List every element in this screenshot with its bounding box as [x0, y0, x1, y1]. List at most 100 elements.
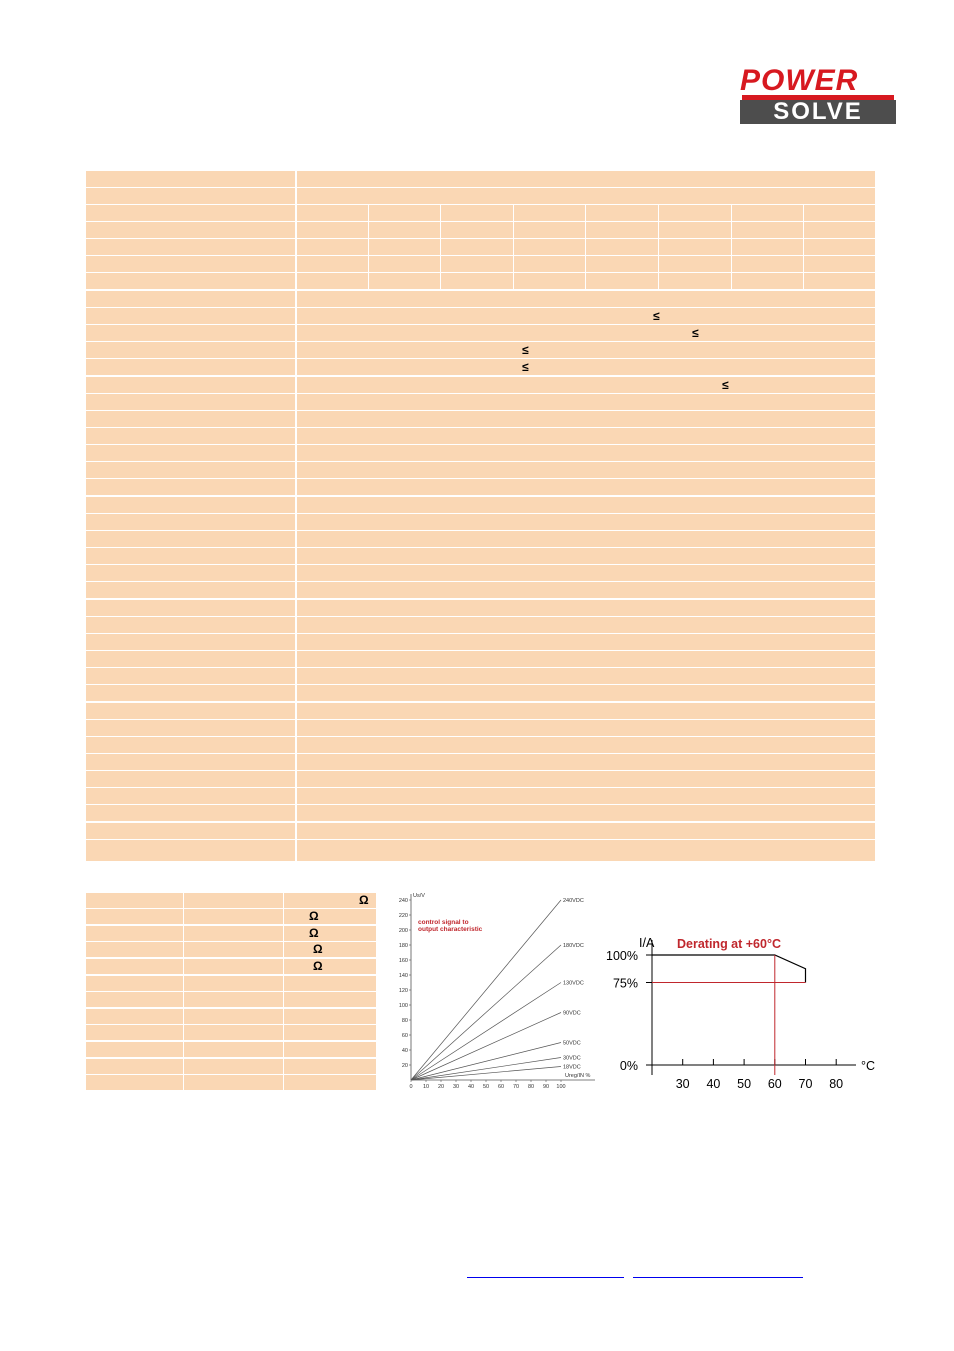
column-divider [295, 514, 297, 530]
spec-row [86, 548, 875, 564]
column-divider [731, 205, 732, 221]
spec-row [86, 205, 875, 221]
column-divider [283, 976, 284, 991]
x-tick-label: 50 [483, 1084, 489, 1090]
series-label: 18VDC [563, 1065, 581, 1071]
spec-label-cell [86, 771, 295, 787]
column-divider [295, 239, 297, 255]
spec-label-cell [86, 582, 295, 598]
spec-label-cell [86, 377, 295, 393]
ohm-symbol: Ω [309, 926, 319, 940]
x-tick-label: 70 [799, 1077, 813, 1091]
x-tick-label: 30 [676, 1077, 690, 1091]
footer-link-2[interactable] [633, 1277, 803, 1278]
column-divider [295, 445, 297, 461]
column-divider [295, 668, 297, 684]
column-divider [368, 205, 369, 221]
column-divider [295, 394, 297, 410]
column-divider [183, 926, 184, 941]
spec-row: ≤ [86, 325, 875, 341]
spec-row [86, 256, 875, 272]
column-divider [295, 205, 297, 221]
spec-label-cell [86, 479, 295, 495]
x-tick-label: 30 [453, 1084, 459, 1090]
x-tick-label: 40 [706, 1077, 720, 1091]
column-divider [283, 926, 284, 941]
spec-row [86, 634, 875, 650]
logo-power-text: POWER [740, 64, 859, 97]
chart-title: output characteristic [418, 926, 483, 933]
spec-label-cell [86, 634, 295, 650]
y-tick-label: 140 [399, 973, 408, 979]
logo-solve-text: SOLVE [740, 100, 896, 124]
spec-label-cell [86, 325, 295, 341]
resistance-row [86, 1059, 376, 1074]
spec-label-cell [86, 308, 295, 324]
resistance-row: Ω [86, 909, 376, 924]
y-tick-label: 160 [399, 958, 408, 964]
column-divider [295, 720, 297, 736]
x-tick-label: 40 [468, 1084, 474, 1090]
column-divider [731, 273, 732, 289]
ohm-symbol: Ω [359, 893, 369, 907]
column-divider [295, 600, 297, 616]
column-divider [440, 222, 441, 238]
column-divider [295, 291, 297, 307]
column-divider [295, 703, 297, 719]
column-divider [183, 909, 184, 924]
x-tick-label: 80 [829, 1077, 843, 1091]
column-divider [295, 188, 297, 204]
x-tick-label: 60 [768, 1077, 782, 1091]
powersolve-logo: POWER SOLVE [740, 66, 896, 124]
y-axis-label: Us/V [413, 893, 425, 899]
column-divider [183, 959, 184, 974]
column-divider [183, 976, 184, 991]
footer-link-1[interactable] [467, 1277, 624, 1278]
y-tick-label: 180 [399, 943, 408, 949]
column-divider [585, 222, 586, 238]
ohm-symbol: Ω [313, 959, 323, 973]
less-equal-symbol: ≤ [653, 309, 660, 323]
spec-label-cell [86, 703, 295, 719]
x-tick-label: 90 [543, 1084, 549, 1090]
series-line [410, 982, 562, 1081]
spec-label-cell [86, 548, 295, 564]
chart-title: control signal to [418, 919, 469, 926]
column-divider [295, 754, 297, 770]
column-divider [183, 1009, 184, 1024]
series-label: 180VDC [563, 943, 584, 949]
spec-row [86, 394, 875, 410]
column-divider [368, 222, 369, 238]
spec-label-cell [86, 342, 295, 358]
column-divider [283, 1075, 284, 1090]
series-line [410, 1042, 562, 1081]
x-tick-label: 80 [528, 1084, 534, 1090]
resistance-row [86, 976, 376, 991]
spec-row [86, 565, 875, 581]
resistance-row [86, 1075, 376, 1090]
series-line [410, 1057, 562, 1081]
spec-row [86, 823, 875, 839]
column-divider [283, 942, 284, 957]
column-divider [585, 256, 586, 272]
spec-label-cell [86, 497, 295, 513]
column-divider [183, 1075, 184, 1090]
column-divider [183, 992, 184, 1007]
spec-row [86, 171, 875, 187]
y-axis-label: I/A [639, 936, 655, 950]
column-divider [295, 273, 297, 289]
spec-label-cell [86, 445, 295, 461]
series-line [410, 1066, 562, 1081]
y-tick-label: 0% [620, 1059, 638, 1073]
series-line [410, 1012, 562, 1081]
spec-label-cell [86, 188, 295, 204]
spec-label-cell [86, 823, 295, 839]
spec-label-cell [86, 720, 295, 736]
y-tick-label: 20 [402, 1063, 408, 1069]
spec-row [86, 479, 875, 495]
column-divider [295, 497, 297, 513]
spec-label-cell [86, 462, 295, 478]
spec-row [86, 462, 875, 478]
spec-row [86, 754, 875, 770]
spec-label-cell [86, 651, 295, 667]
